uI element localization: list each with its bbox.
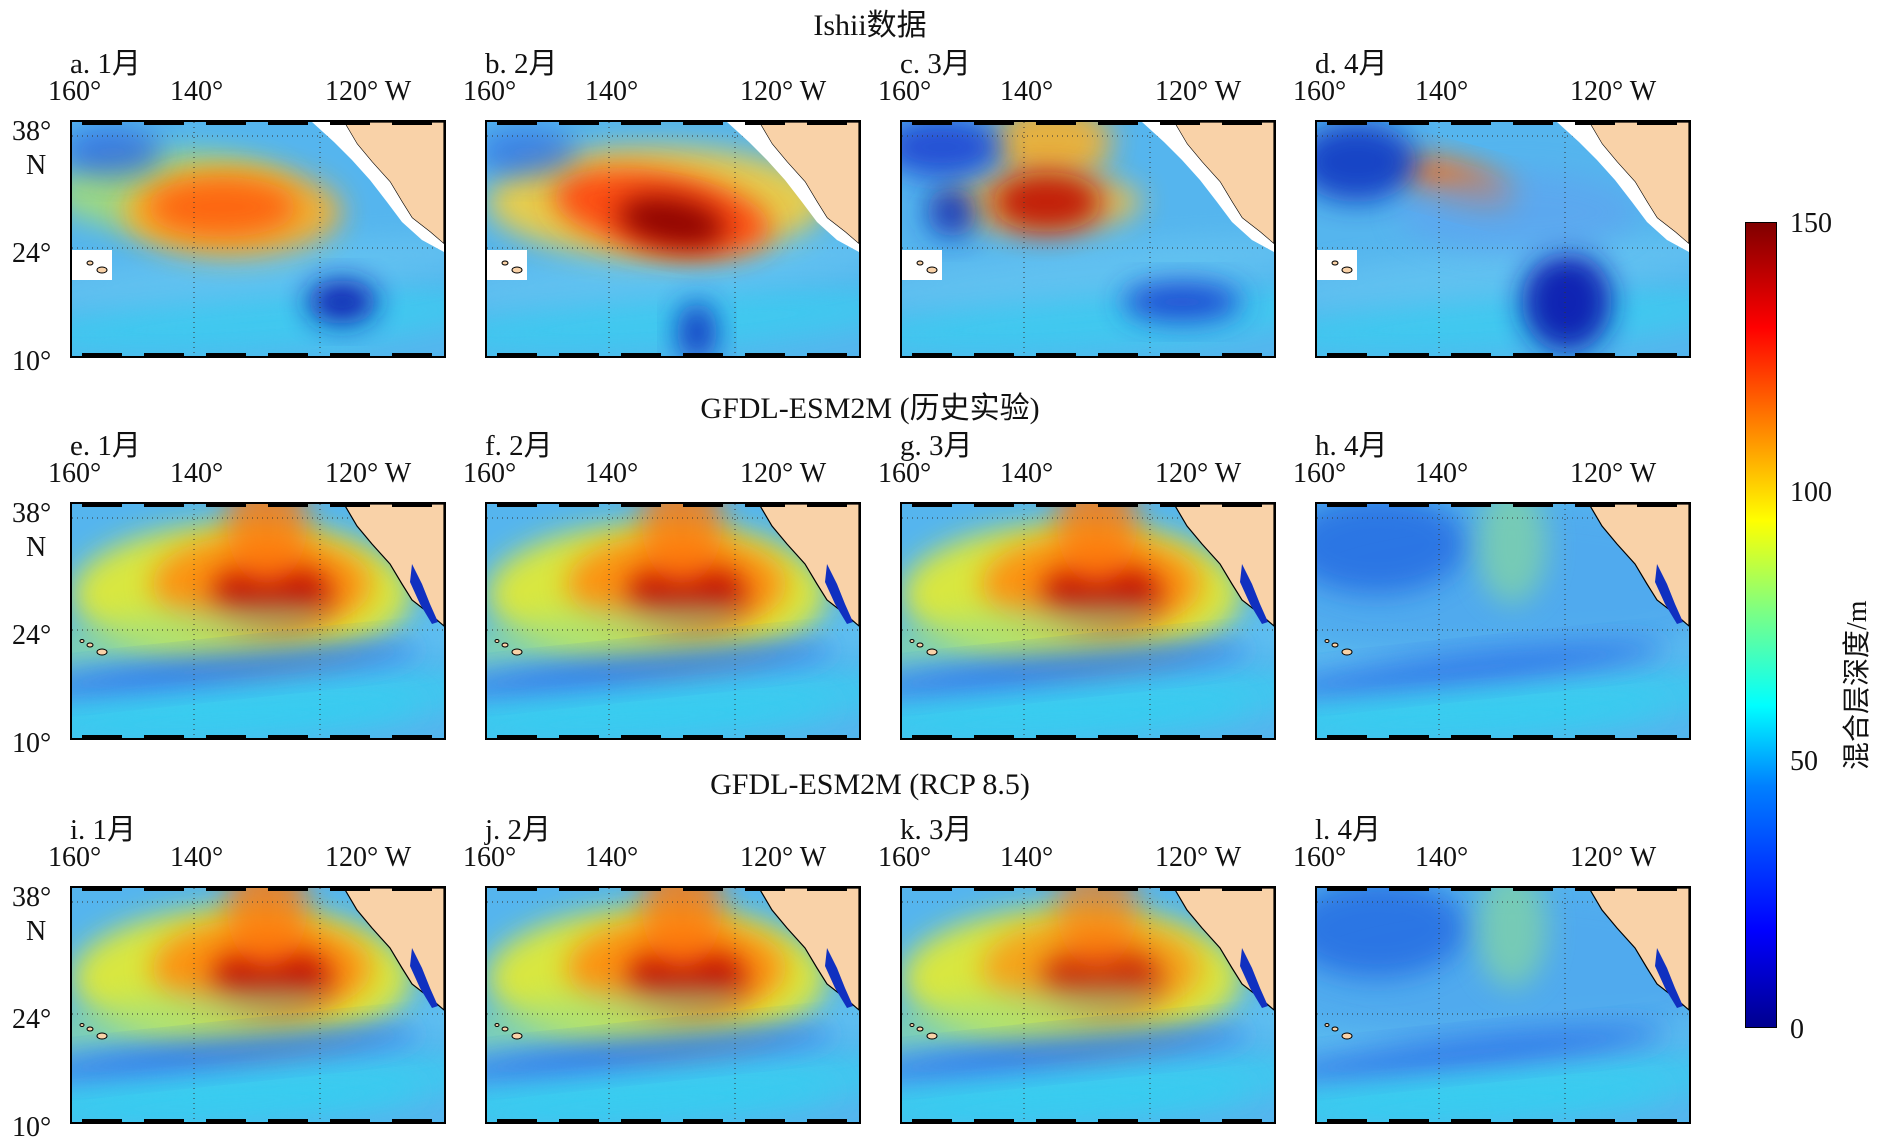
panel-label: e. 1月 xyxy=(70,430,141,462)
map-panel xyxy=(70,502,446,740)
longitude-label: 160° xyxy=(463,842,517,873)
longitude-label: 160° xyxy=(48,842,102,873)
longitude-label: 140° xyxy=(1000,76,1054,107)
panel-label: k. 3月 xyxy=(900,814,973,846)
panel-label: l. 4月 xyxy=(1315,814,1382,846)
longitude-label: 120° W xyxy=(1570,458,1657,489)
longitude-label: 140° xyxy=(585,458,639,489)
map-panel xyxy=(900,886,1276,1124)
panel-label: i. 1月 xyxy=(70,814,137,846)
latitude-label: 24° xyxy=(12,620,52,651)
longitude-label: 160° xyxy=(1293,458,1347,489)
map-panel xyxy=(485,502,861,740)
longitude-label: 140° xyxy=(170,76,224,107)
map-panel xyxy=(900,502,1276,740)
longitude-label: 140° xyxy=(585,76,639,107)
longitude-label: 140° xyxy=(170,458,224,489)
longitude-label: 140° xyxy=(585,842,639,873)
map-panel xyxy=(485,120,861,358)
longitude-label: 160° xyxy=(463,458,517,489)
latitude-label: 38° xyxy=(12,882,52,913)
panel-label: d. 4月 xyxy=(1315,48,1388,80)
colorbar xyxy=(1745,222,1777,1028)
row-title-historical: GFDL-ESM2M (历史实验) xyxy=(700,392,1040,425)
longitude-label: 160° xyxy=(48,76,102,107)
map-panel xyxy=(70,886,446,1124)
longitude-label: 160° xyxy=(878,76,932,107)
longitude-label: 160° xyxy=(48,458,102,489)
longitude-label: 120° W xyxy=(1570,76,1657,107)
longitude-label: 140° xyxy=(1415,842,1469,873)
longitude-label: 120° W xyxy=(740,458,827,489)
longitude-label: 120° W xyxy=(1570,842,1657,873)
longitude-label: 140° xyxy=(1415,76,1469,107)
latitude-label: 24° xyxy=(12,1004,52,1035)
latitude-label: 38° xyxy=(12,498,52,529)
row-title-rcp85: GFDL-ESM2M (RCP 8.5) xyxy=(710,768,1030,801)
latitude-label: 10° xyxy=(12,1112,52,1143)
longitude-label: 120° W xyxy=(325,76,412,107)
colorbar-tick-0: 0 xyxy=(1790,1014,1804,1045)
latitude-label: 10° xyxy=(12,728,52,759)
latitude-label: N xyxy=(26,916,47,947)
latitude-label: N xyxy=(26,532,47,563)
longitude-label: 160° xyxy=(1293,76,1347,107)
longitude-label: 160° xyxy=(1293,842,1347,873)
map-panel xyxy=(70,120,446,358)
latitude-label: N xyxy=(26,150,47,181)
map-panel xyxy=(900,120,1276,358)
panel-label: b. 2月 xyxy=(485,48,558,80)
panel-label: h. 4月 xyxy=(1315,430,1388,462)
row-title-ishii: Ishii数据 xyxy=(813,9,927,42)
map-panel xyxy=(485,886,861,1124)
panel-label: a. 1月 xyxy=(70,48,141,80)
longitude-label: 140° xyxy=(1000,458,1054,489)
longitude-label: 120° W xyxy=(325,842,412,873)
longitude-label: 120° W xyxy=(1155,842,1242,873)
latitude-label: 24° xyxy=(12,238,52,269)
map-panel xyxy=(1315,502,1691,740)
colorbar-label: 混合层深度/m xyxy=(1842,600,1873,770)
latitude-label: 10° xyxy=(12,346,52,377)
longitude-label: 140° xyxy=(1415,458,1469,489)
colorbar-tick-50: 50 xyxy=(1790,746,1818,777)
longitude-label: 160° xyxy=(878,458,932,489)
panel-label: j. 2月 xyxy=(485,814,552,846)
longitude-label: 160° xyxy=(463,76,517,107)
longitude-label: 140° xyxy=(1000,842,1054,873)
latitude-label: 38° xyxy=(12,116,52,147)
colorbar-tick-150: 150 xyxy=(1790,208,1832,239)
longitude-label: 140° xyxy=(170,842,224,873)
colorbar-tick-100: 100 xyxy=(1790,477,1832,508)
longitude-label: 120° W xyxy=(325,458,412,489)
longitude-label: 120° W xyxy=(1155,76,1242,107)
map-panel xyxy=(1315,886,1691,1124)
map-panel xyxy=(1315,120,1691,358)
panel-label: g. 3月 xyxy=(900,430,973,462)
longitude-label: 120° W xyxy=(740,842,827,873)
longitude-label: 160° xyxy=(878,842,932,873)
longitude-label: 120° W xyxy=(740,76,827,107)
panel-label: f. 2月 xyxy=(485,430,553,462)
panel-label: c. 3月 xyxy=(900,48,971,80)
longitude-label: 120° W xyxy=(1155,458,1242,489)
